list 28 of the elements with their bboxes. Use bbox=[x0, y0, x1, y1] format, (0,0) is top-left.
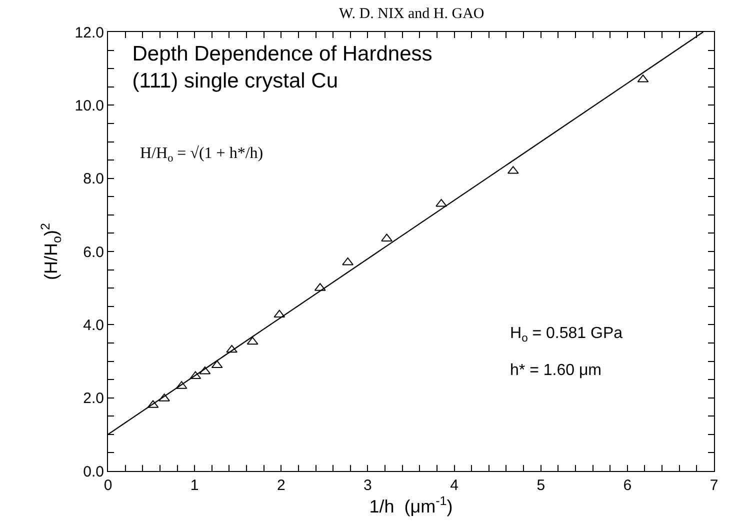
x-tick-label: 6 bbox=[623, 477, 632, 494]
x-tick-label: 3 bbox=[364, 477, 372, 494]
point bbox=[274, 310, 286, 318]
point bbox=[199, 366, 211, 374]
y-tick-label: 8.0 bbox=[83, 170, 104, 188]
point bbox=[211, 360, 223, 368]
text: Depth Dependence of Hardness (111) single crystal Cu bbox=[132, 42, 432, 93]
annotation: H$_{o}$ = 0.581 GPa bbox=[510, 325, 623, 344]
x-tick-label: 7 bbox=[710, 477, 718, 494]
y-tick-label: 2.0 bbox=[83, 390, 104, 408]
text: W. D. NIX and H. GAO bbox=[339, 6, 484, 22]
point bbox=[342, 257, 354, 266]
y-tick-label: 10.0 bbox=[74, 97, 104, 114]
y-tick-label: 12.0 bbox=[74, 24, 104, 42]
x-tick-label: 4 bbox=[450, 477, 458, 494]
x-axis-title: 1/h (μm$^{-1}$) bbox=[369, 494, 453, 517]
x-tick-label: 0 bbox=[104, 477, 112, 494]
point bbox=[226, 344, 238, 353]
x-tick-label: 1 bbox=[190, 477, 199, 494]
point bbox=[246, 336, 258, 345]
x-tick-label: 5 bbox=[536, 477, 546, 494]
annotation: H/H$_{o}$ = √(1 + h*/h) bbox=[140, 145, 264, 164]
y-tick-label: 6.0 bbox=[83, 244, 104, 261]
x-tick-label: 2 bbox=[276, 477, 286, 494]
y-tick-label: 4.0 bbox=[83, 316, 104, 334]
y-tick-label: 0.0 bbox=[83, 463, 104, 480]
point bbox=[436, 198, 447, 207]
annotation: h* = 1.60 μm bbox=[510, 362, 602, 379]
